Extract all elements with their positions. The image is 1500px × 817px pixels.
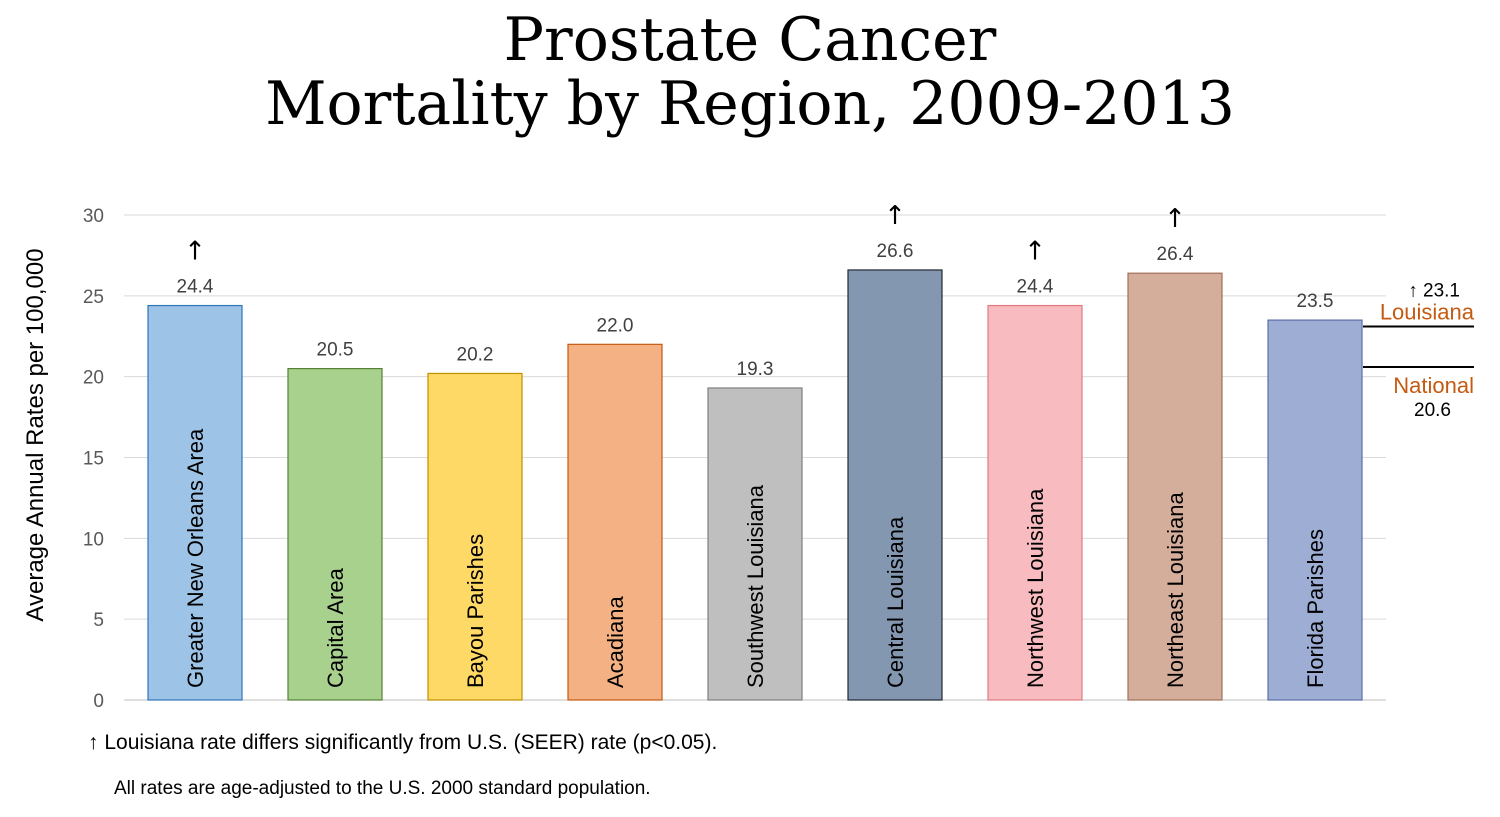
data-label: 22.0 — [597, 315, 634, 336]
data-label: 20.2 — [457, 344, 494, 365]
category-label: Northeast Louisiana — [1163, 492, 1188, 688]
y-tick-label: 25 — [83, 287, 104, 308]
category-label: Central Louisiana — [883, 516, 908, 688]
y-tick-label: 20 — [83, 368, 104, 389]
bar — [1267, 319, 1363, 701]
category-label: Southwest Louisiana — [743, 484, 768, 688]
data-label: 24.4 — [1017, 277, 1054, 298]
bar — [287, 367, 383, 701]
category-label: Capital Area — [323, 567, 348, 688]
data-label: 20.5 — [317, 340, 354, 361]
significance-arrow: ↑ — [184, 237, 206, 267]
y-tick-label: 30 — [83, 206, 104, 227]
data-label: 26.6 — [877, 241, 914, 262]
y-tick-label: 10 — [83, 529, 104, 550]
bar — [987, 304, 1083, 701]
louisiana-value: ↑ 23.1 — [1408, 281, 1460, 302]
significance-arrow: ↑ — [884, 201, 906, 231]
category-label: Acadiana — [603, 595, 628, 688]
bar — [707, 387, 803, 701]
bar — [847, 269, 943, 701]
category-label: Bayou Parishes — [463, 534, 488, 688]
category-label: Northwest Louisiana — [1023, 488, 1048, 688]
y-tick-label: 15 — [83, 449, 104, 470]
bar — [1127, 272, 1223, 701]
y-tick-label: 5 — [93, 610, 104, 631]
significance-arrow: ↑ — [1164, 204, 1186, 234]
national-label: National — [1393, 373, 1474, 398]
bar — [147, 304, 243, 701]
age-adjust-footnote: All rates are age-adjusted to the U.S. 2… — [114, 778, 651, 799]
category-label: Florida Parishes — [1303, 529, 1328, 688]
data-label: 24.4 — [177, 277, 214, 298]
data-label: 23.5 — [1297, 291, 1334, 312]
data-label: 19.3 — [737, 359, 774, 380]
significance-footnote: ↑ Louisiana rate differs significantly f… — [88, 731, 718, 754]
category-label: Greater New Orleans Area — [183, 428, 208, 688]
chart-title-line2: Mortality by Region, 2009-2013 — [265, 69, 1235, 139]
chart-title-line1: Prostate Cancer — [503, 5, 997, 75]
bar — [427, 372, 523, 701]
y-axis-label: Average Annual Rates per 100,000 — [22, 248, 49, 621]
y-tick-label: 0 — [93, 691, 104, 712]
significance-arrow: ↑ — [1024, 237, 1046, 267]
bar — [567, 343, 663, 701]
data-label: 26.4 — [1157, 244, 1194, 265]
national-value: 20.6 — [1414, 400, 1451, 421]
louisiana-label: Louisiana — [1380, 300, 1475, 325]
